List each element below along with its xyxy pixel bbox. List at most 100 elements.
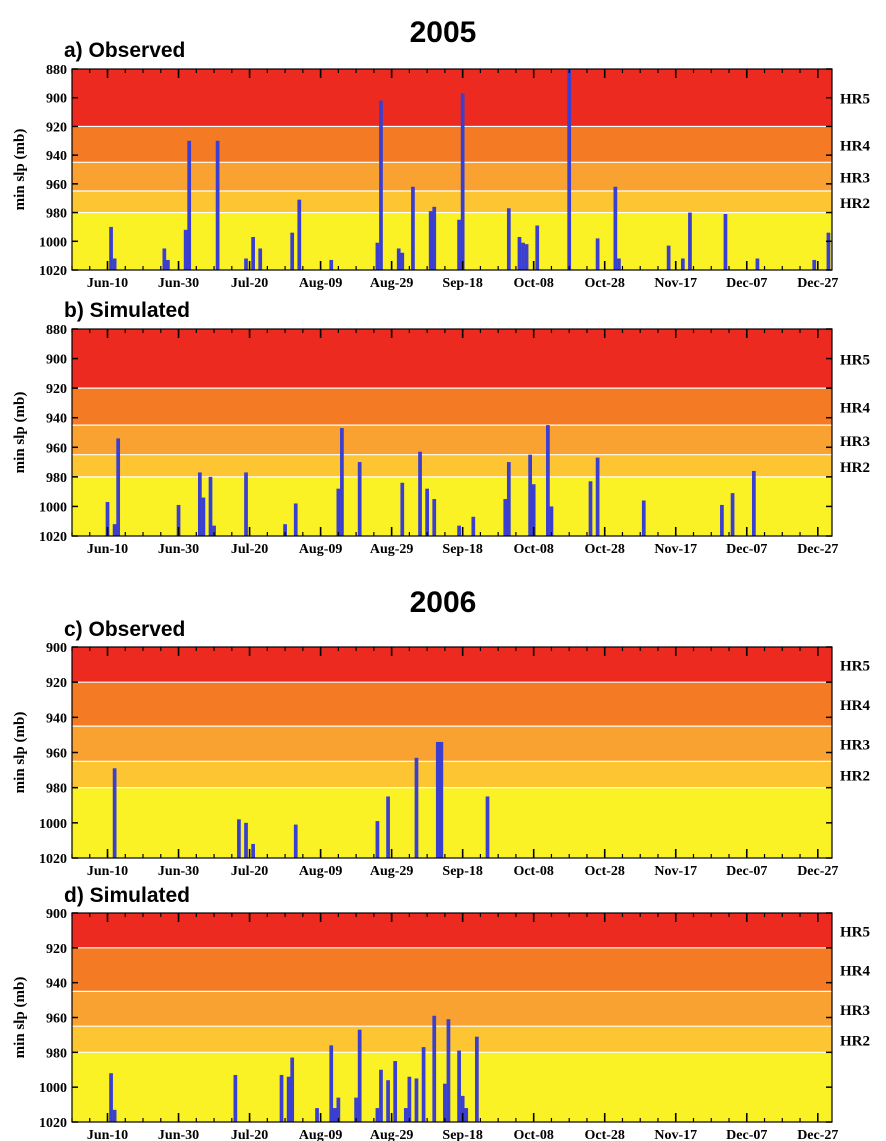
- bar: [411, 186, 415, 270]
- category-band-hr4: [72, 682, 832, 727]
- bar: [176, 504, 181, 536]
- bar: [315, 1108, 319, 1122]
- category-label: HR5: [840, 92, 870, 108]
- bar: [730, 493, 735, 536]
- x-tick-label: Oct-08: [513, 276, 553, 291]
- panel-title: d) Simulated: [64, 884, 190, 907]
- bar: [375, 1108, 380, 1122]
- y-tick-label: 1020: [39, 852, 67, 867]
- category-band-ts: [72, 212, 832, 270]
- bar: [396, 248, 401, 270]
- x-tick-label: Dec-07: [726, 1128, 767, 1141]
- bar: [443, 1083, 447, 1122]
- y-tick-label: 1020: [39, 264, 67, 279]
- bar: [432, 1015, 437, 1122]
- x-tick-label: Jun-10: [87, 276, 128, 291]
- bar: [595, 238, 600, 270]
- bar: [425, 488, 430, 536]
- bar: [524, 244, 529, 270]
- category-label: HR2: [840, 768, 870, 784]
- y-axis-label: min slp (mb): [12, 977, 28, 1059]
- bar: [109, 226, 113, 270]
- bar: [332, 1108, 337, 1122]
- category-label: HR5: [840, 353, 870, 369]
- bar: [474, 1036, 479, 1122]
- bar: [503, 499, 508, 536]
- y-axis-label: min slp (mb): [12, 129, 28, 211]
- bar: [506, 208, 511, 270]
- y-tick-label: 940: [46, 711, 67, 726]
- year-title-2005: 2005: [410, 16, 477, 49]
- x-tick-label: Dec-27: [797, 864, 838, 879]
- x-tick-label: Jun-30: [158, 864, 199, 879]
- x-tick-label: Jun-30: [158, 276, 199, 291]
- bar: [237, 819, 241, 858]
- x-tick-label: Sep-18: [442, 276, 482, 291]
- y-tick-label: 980: [46, 471, 67, 486]
- bar: [375, 242, 380, 270]
- x-tick-label: Oct-08: [513, 542, 553, 557]
- bar: [457, 525, 461, 536]
- bar: [414, 757, 419, 858]
- x-tick-label: Jul-20: [231, 276, 268, 291]
- x-tick-label: Oct-28: [584, 1128, 624, 1141]
- y-axis-label: min slp (mb): [12, 712, 28, 794]
- bar: [212, 525, 216, 536]
- category-band-ts: [72, 1052, 832, 1122]
- panel-title: c) Observed: [64, 618, 185, 641]
- bar: [506, 462, 511, 536]
- bar: [446, 1019, 451, 1122]
- panel-1: a) Observed HR5 HR4 HR3 HR2 880 900 920 940 960 98…: [12, 39, 871, 291]
- category-band-hr4: [72, 126, 832, 163]
- plot-frame: [71, 68, 833, 271]
- x-tick-label: Nov-17: [654, 276, 697, 291]
- y-tick-label: 880: [46, 63, 67, 78]
- bar: [403, 1108, 408, 1122]
- category-band-hr4: [72, 947, 832, 992]
- bar: [407, 1076, 412, 1122]
- category-label: HR5: [840, 924, 870, 940]
- y-tick-label: 1000: [39, 235, 67, 250]
- bar: [435, 741, 440, 858]
- category-label: HR2: [840, 460, 870, 476]
- category-label: HR5: [840, 659, 870, 675]
- x-tick-label: Oct-28: [584, 276, 624, 291]
- bar: [439, 741, 444, 858]
- category-band-hr3: [72, 425, 832, 455]
- category-label: HR3: [840, 738, 870, 754]
- bar: [666, 245, 671, 270]
- bar: [386, 796, 390, 858]
- bar: [546, 425, 550, 536]
- bar: [329, 1045, 334, 1122]
- y-tick-label: 960: [46, 441, 67, 456]
- bar: [112, 258, 117, 270]
- bar: [201, 497, 206, 536]
- y-tick-label: 900: [46, 641, 67, 656]
- x-tick-label: Aug-09: [299, 276, 343, 291]
- bar: [720, 504, 724, 536]
- bar: [400, 482, 405, 536]
- bar: [112, 1109, 117, 1122]
- x-tick-label: Dec-07: [726, 864, 767, 879]
- category-band-hr2: [72, 1026, 832, 1053]
- y-tick-label: 980: [46, 1046, 67, 1061]
- x-tick-label: Nov-17: [654, 542, 697, 557]
- bar: [617, 258, 621, 270]
- y-tick-label: 960: [46, 747, 67, 762]
- x-tick-label: Aug-29: [370, 542, 414, 557]
- bar: [595, 457, 600, 536]
- category-label: HR4: [840, 964, 871, 980]
- panel-4: d) Simulated HR5 HR4 HR3 HR2 900 920 940 960 980 1…: [12, 884, 871, 1141]
- bar: [336, 488, 341, 536]
- bar: [290, 232, 295, 270]
- y-tick-label: 1000: [39, 500, 67, 515]
- y-tick-label: 920: [46, 676, 67, 691]
- y-tick-label: 900: [46, 907, 67, 922]
- category-label: HR3: [840, 434, 870, 450]
- x-tick-label: Oct-08: [513, 864, 553, 879]
- bar: [166, 259, 170, 270]
- y-tick-label: 960: [46, 1012, 67, 1027]
- bar: [400, 252, 405, 270]
- x-tick-label: Nov-17: [654, 864, 697, 879]
